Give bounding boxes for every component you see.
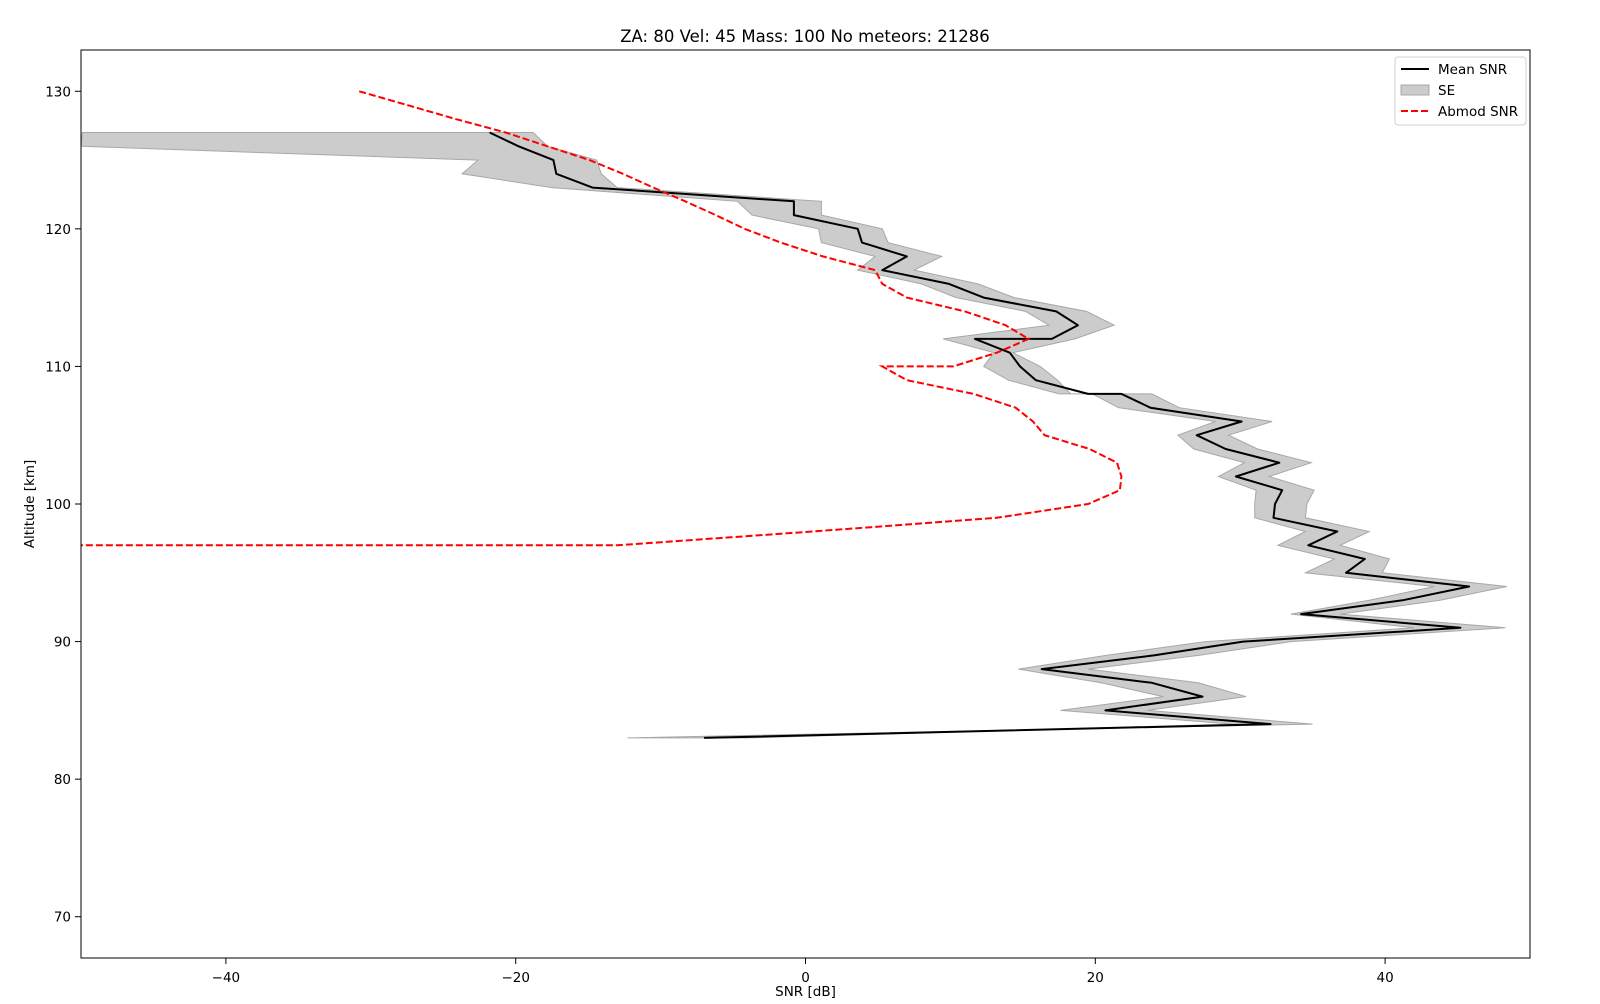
plot-frame: [80, 49, 1531, 959]
legend-label: Mean SNR: [1438, 62, 1507, 78]
y-tick-label: 110: [45, 359, 71, 375]
x-tick-label: 0: [801, 970, 810, 986]
y-tick-label: 90: [54, 635, 71, 651]
y-axis: 70 80 90 100 110 120 130: [45, 84, 81, 926]
x-tick-label: 40: [1377, 970, 1394, 986]
plot-area: [81, 90, 1507, 739]
y-axis-label: Altitude [km]: [22, 460, 38, 549]
chart-title: ZA: 80 Vel: 45 Mass: 100 No meteors: 212…: [620, 27, 990, 46]
legend-label: Abmod SNR: [1438, 104, 1518, 120]
y-tick-label: 120: [45, 222, 71, 238]
legend-se-swatch: [1400, 84, 1430, 96]
x-axis-label: SNR [dB]: [775, 984, 836, 1000]
x-axis: −40 −20 0 20 40: [212, 958, 1394, 986]
legend-label: SE: [1438, 83, 1455, 99]
x-tick-label: −20: [501, 970, 530, 986]
y-tick-label: 70: [54, 910, 71, 926]
abmod-snr-line: [81, 90, 1123, 547]
legend: Mean SNR SE Abmod SNR: [1394, 56, 1527, 126]
se-band: [81, 132, 1507, 739]
y-tick-label: 130: [45, 84, 71, 100]
mean-snr-line: [489, 131, 1471, 739]
x-tick-label: −40: [212, 970, 241, 986]
x-tick-label: 20: [1087, 970, 1104, 986]
y-tick-label: 100: [45, 497, 71, 513]
legend-box: [1394, 56, 1527, 126]
y-tick-label: 80: [54, 772, 71, 788]
